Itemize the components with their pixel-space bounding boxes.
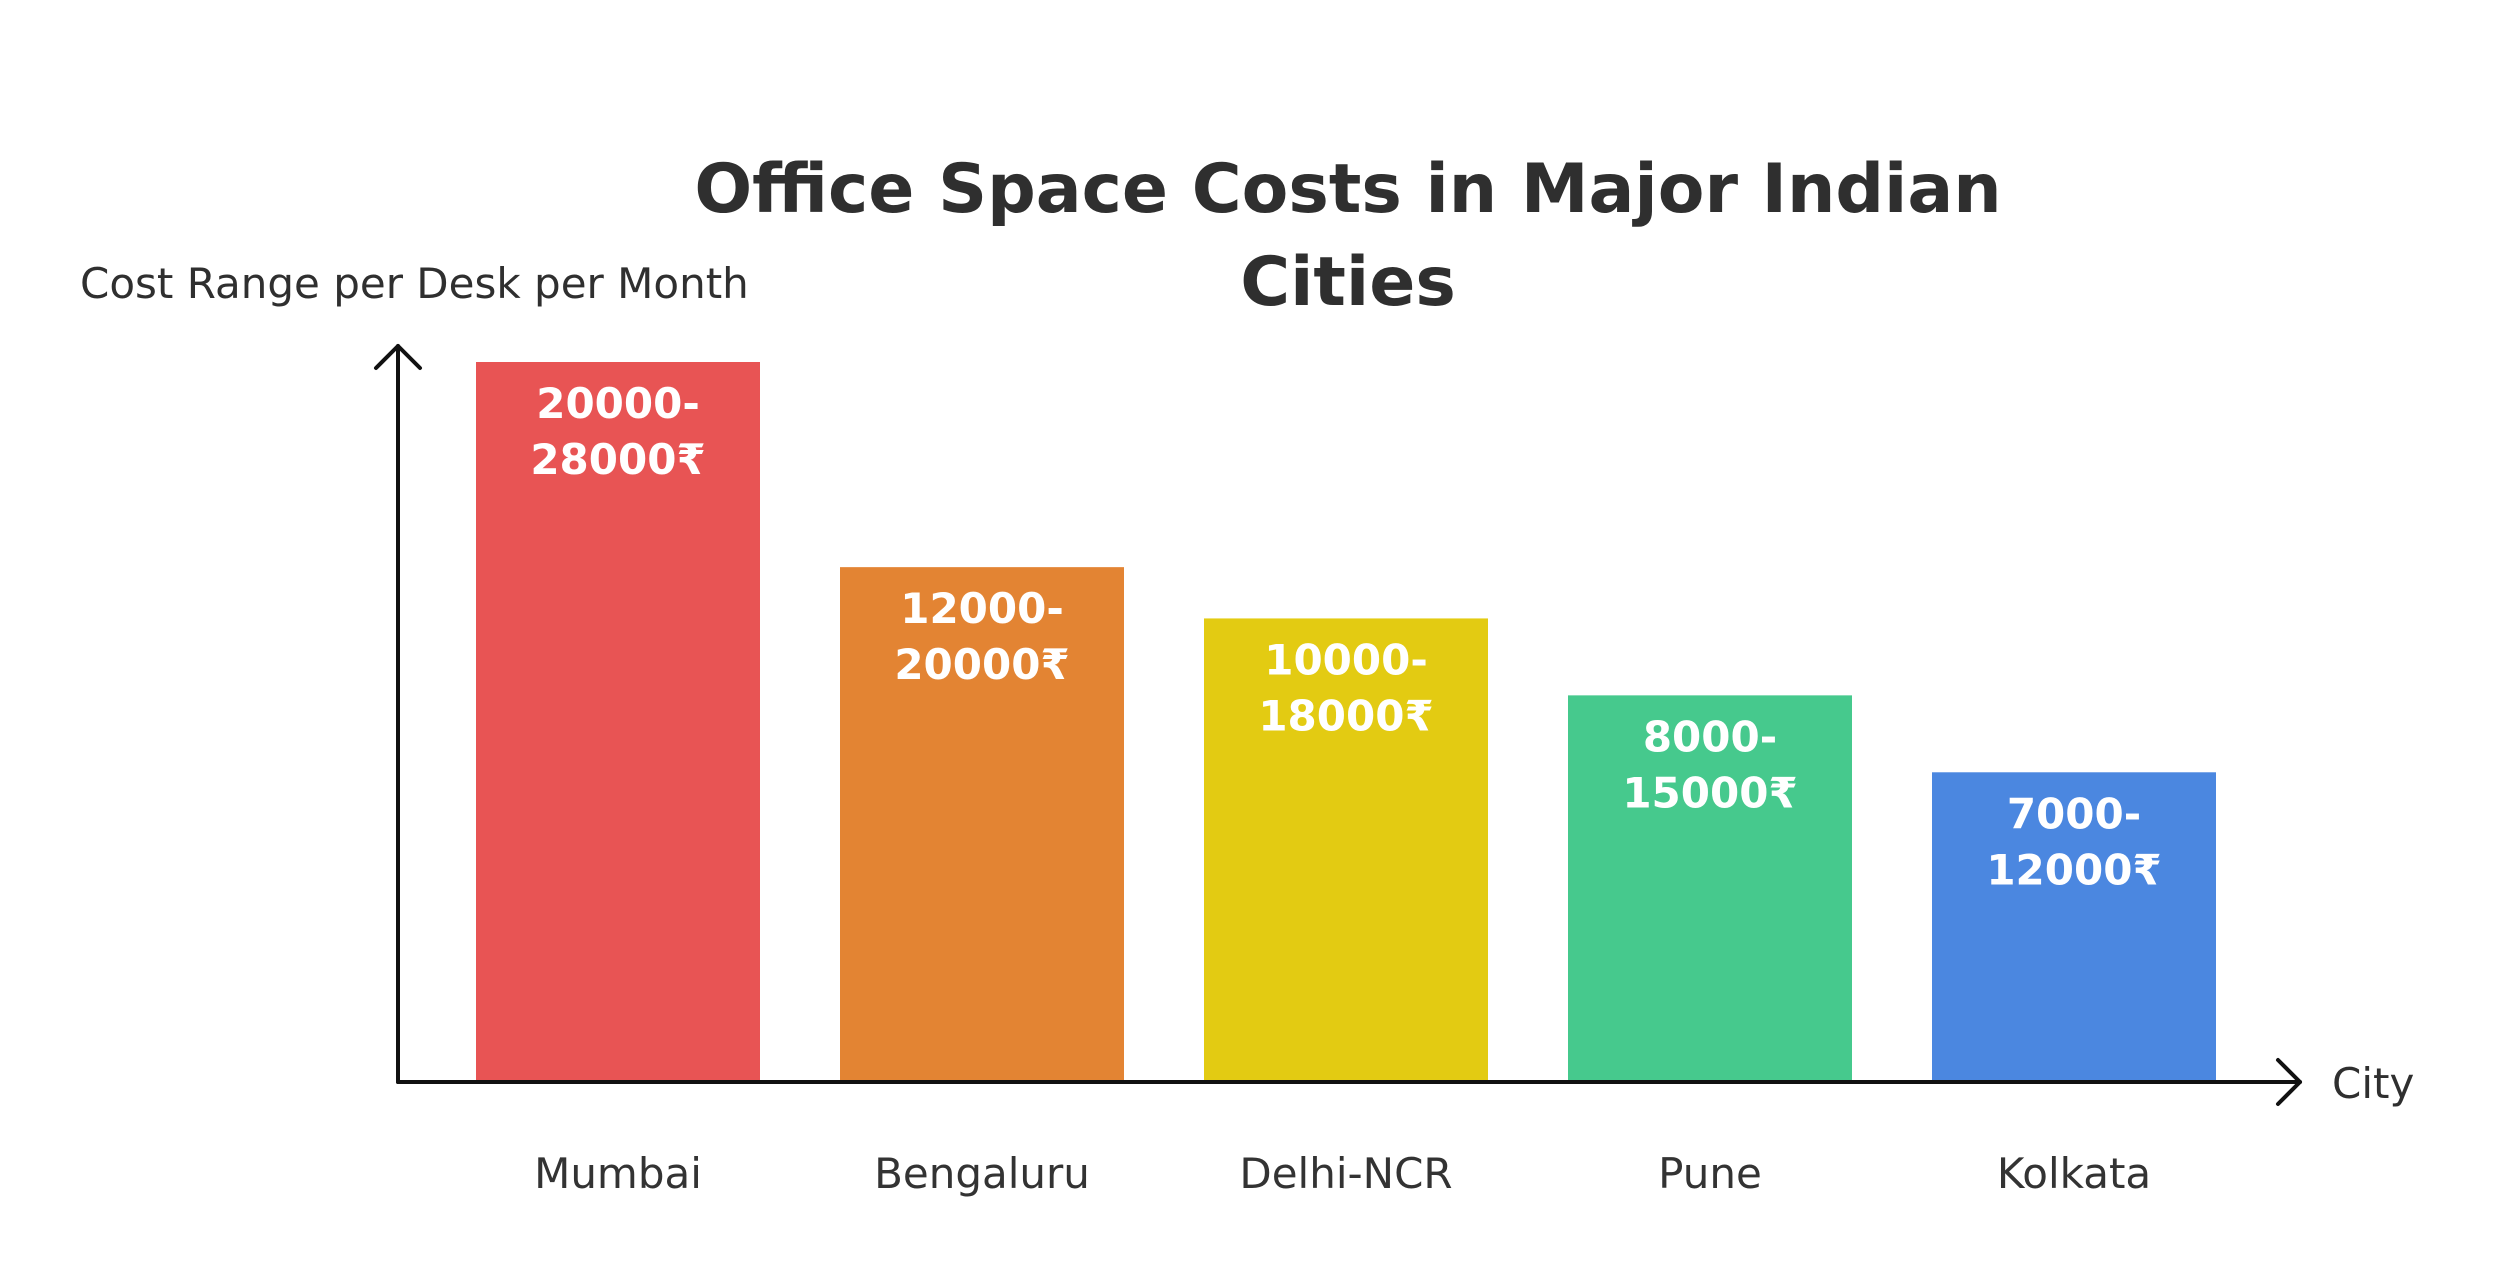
data-label-pune-line-2: 15000₹ <box>1622 768 1797 817</box>
bar-mumbai <box>476 362 760 1080</box>
data-label-pune-line-1: 8000- <box>1643 712 1777 761</box>
data-label-mumbai-line-1: 20000- <box>536 379 700 428</box>
x-tick-pune: Pune <box>1658 1149 1762 1198</box>
data-label-bengaluru-line-2: 20000₹ <box>894 640 1069 689</box>
chart-title-line-2: Cities <box>1240 243 1456 322</box>
bar-delhi-ncr <box>1204 618 1488 1080</box>
data-label-mumbai-line-2: 28000₹ <box>530 435 705 484</box>
x-tick-labels: Mumbai Bengaluru Delhi-NCR Pune Kolkata <box>534 1149 2151 1198</box>
bar-pune <box>1568 695 1852 1080</box>
x-tick-bengaluru: Bengaluru <box>874 1149 1090 1198</box>
data-label-bengaluru-line-1: 12000- <box>900 584 1064 633</box>
x-axis-arrow-icon <box>2276 1058 2302 1106</box>
data-label-delhi-ncr-line-1: 10000- <box>1264 635 1428 684</box>
bar-bengaluru <box>840 567 1124 1080</box>
data-labels: 20000- 28000₹ 12000- 20000₹ 10000- 18000₹ 8000… <box>530 379 2161 894</box>
x-tick-mumbai: Mumbai <box>534 1149 702 1198</box>
data-label-delhi-ncr-line-2: 18000₹ <box>1258 691 1433 740</box>
x-tick-kolkata: Kolkata <box>1997 1149 2151 1198</box>
y-axis-label: Cost Range per Desk per Month <box>80 259 749 308</box>
bar-kolkata <box>1932 772 2216 1080</box>
x-axis-label: City <box>2332 1059 2414 1108</box>
y-axis-arrow-icon <box>374 344 422 370</box>
bar-series <box>476 362 2216 1080</box>
chart-title-line-1: Office Space Costs in Major Indian <box>694 150 2001 229</box>
data-label-kolkata-line-1: 7000- <box>2007 789 2141 838</box>
data-label-kolkata-line-2: 12000₹ <box>1986 845 2161 894</box>
x-tick-delhi-ncr: Delhi-NCR <box>1239 1149 1452 1198</box>
